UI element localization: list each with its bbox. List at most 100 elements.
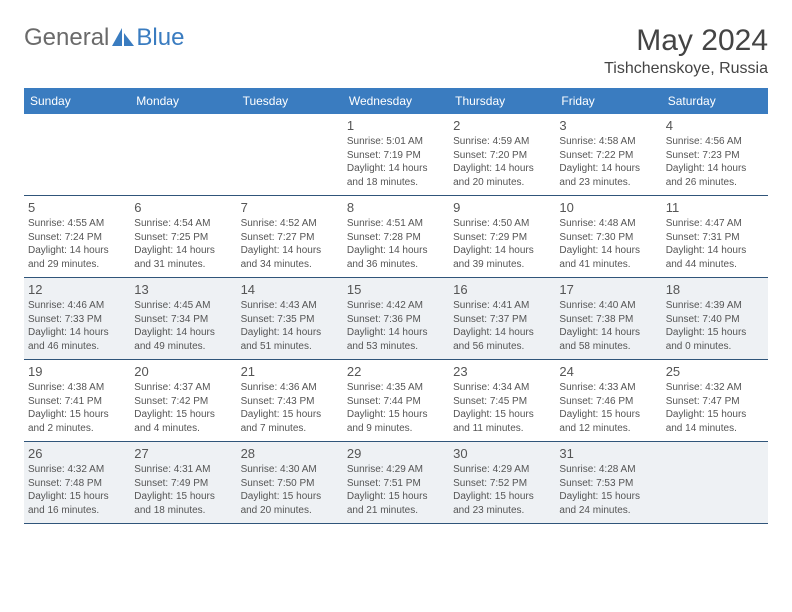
- day-number: 31: [559, 446, 657, 461]
- day-number: 20: [134, 364, 232, 379]
- day-number: 4: [666, 118, 764, 133]
- calendar-cell: 6Sunrise: 4:54 AMSunset: 7:25 PMDaylight…: [130, 196, 236, 278]
- calendar-cell: 1 Sunrise: 5:01 AMSunset: 7:19 PMDaylight…: [343, 114, 449, 196]
- day-number: 24: [559, 364, 657, 379]
- day-number: 8: [347, 200, 445, 215]
- day-info: Sunrise: 4:31 AMSunset: 7:49 PMDaylight:…: [134, 463, 232, 517]
- day-info: Sunrise: 4:43 AMSunset: 7:35 PMDaylight:…: [241, 299, 339, 353]
- weekday-header: Wednesday: [343, 88, 449, 114]
- day-number: 15: [347, 282, 445, 297]
- day-number: 27: [134, 446, 232, 461]
- day-info: Sunrise: 4:51 AMSunset: 7:28 PMDaylight:…: [347, 217, 445, 271]
- day-number: 10: [559, 200, 657, 215]
- day-number: 12: [28, 282, 126, 297]
- calendar-cell: 16 Sunrise: 4:41 AMSunset: 7:37 PMDayligh…: [449, 278, 555, 360]
- day-info: Sunrise: 4:32 AMSunset: 7:47 PMDaylight:…: [666, 381, 764, 435]
- calendar-cell: 15Sunrise: 4:42 AMSunset: 7:36 PMDayligh…: [343, 278, 449, 360]
- day-info: Sunrise: 4:54 AMSunset: 7:25 PMDaylight:…: [134, 217, 232, 271]
- calendar-cell: 19 Sunrise: 4:38 AMSunset: 7:41 PMDayligh…: [24, 360, 130, 442]
- calendar-cell: 20 Sunrise: 4:37 AMSunset: 7:42 PMDayligh…: [130, 360, 236, 442]
- calendar-cell: [237, 114, 343, 196]
- day-info: Sunrise: 4:35 AMSunset: 7:44 PMDaylight:…: [347, 381, 445, 435]
- page-title: May 2024: [604, 24, 768, 58]
- day-info: Sunrise: 4:50 AMSunset: 7:29 PMDaylight:…: [453, 217, 551, 271]
- weekday-header: Saturday: [662, 88, 768, 114]
- weekday-header: Friday: [555, 88, 661, 114]
- day-number: 28: [241, 446, 339, 461]
- day-number: 16: [453, 282, 551, 297]
- calendar-week-row: 19 Sunrise: 4:38 AMSunset: 7:41 PMDayligh…: [24, 360, 768, 442]
- day-info: Sunrise: 4:48 AMSunset: 7:30 PMDaylight:…: [559, 217, 657, 271]
- day-number: 5: [28, 200, 126, 215]
- day-number: 1: [347, 118, 445, 133]
- day-info: Sunrise: 4:32 AMSunset: 7:48 PMDaylight:…: [28, 463, 126, 517]
- day-number: 30: [453, 446, 551, 461]
- day-info: Sunrise: 5:01 AMSunset: 7:19 PMDaylight:…: [347, 135, 445, 189]
- day-number: 29: [347, 446, 445, 461]
- calendar-cell: 7Sunrise: 4:52 AMSunset: 7:27 PMDaylight…: [237, 196, 343, 278]
- day-info: Sunrise: 4:37 AMSunset: 7:42 PMDaylight:…: [134, 381, 232, 435]
- day-info: Sunrise: 4:41 AMSunset: 7:37 PMDaylight:…: [453, 299, 551, 353]
- calendar-cell: 14 Sunrise: 4:43 AMSunset: 7:35 PMDayligh…: [237, 278, 343, 360]
- calendar-cell: 8 Sunrise: 4:51 AMSunset: 7:28 PMDaylight…: [343, 196, 449, 278]
- calendar-cell: 13Sunrise: 4:45 AMSunset: 7:34 PMDayligh…: [130, 278, 236, 360]
- day-info: Sunrise: 4:52 AMSunset: 7:27 PMDaylight:…: [241, 217, 339, 271]
- day-number: 18: [666, 282, 764, 297]
- day-info: Sunrise: 4:33 AMSunset: 7:46 PMDaylight:…: [559, 381, 657, 435]
- page-subtitle: Tishchenskoye, Russia: [604, 60, 768, 78]
- header: General Blue May 2024 Tishchenskoye, Rus…: [24, 24, 768, 78]
- calendar-cell: 17 Sunrise: 4:40 AMSunset: 7:38 PMDayligh…: [555, 278, 661, 360]
- calendar-cell: 22 Sunrise: 4:35 AMSunset: 7:44 PMDayligh…: [343, 360, 449, 442]
- day-info: Sunrise: 4:30 AMSunset: 7:50 PMDaylight:…: [241, 463, 339, 517]
- calendar-week-row: 26Sunrise: 4:32 AMSunset: 7:48 PMDayligh…: [24, 442, 768, 524]
- logo-sail-icon: [112, 28, 134, 46]
- calendar-cell: 23 Sunrise: 4:34 AMSunset: 7:45 PMDayligh…: [449, 360, 555, 442]
- calendar-cell: 24 Sunrise: 4:33 AMSunset: 7:46 PMDayligh…: [555, 360, 661, 442]
- calendar-cell: 5 Sunrise: 4:55 AMSunset: 7:24 PMDaylight…: [24, 196, 130, 278]
- calendar-cell: 2Sunrise: 4:59 AMSunset: 7:20 PMDaylight…: [449, 114, 555, 196]
- calendar-week-row: 12Sunrise: 4:46 AMSunset: 7:33 PMDayligh…: [24, 278, 768, 360]
- day-info: Sunrise: 4:36 AMSunset: 7:43 PMDaylight:…: [241, 381, 339, 435]
- day-number: 9: [453, 200, 551, 215]
- day-number: 3: [559, 118, 657, 133]
- weekday-header: Tuesday: [237, 88, 343, 114]
- weekday-header: Thursday: [449, 88, 555, 114]
- calendar-table: Sunday Monday Tuesday Wednesday Thursday…: [24, 88, 768, 524]
- day-number: 14: [241, 282, 339, 297]
- day-number: 21: [241, 364, 339, 379]
- day-info: Sunrise: 4:56 AMSunset: 7:23 PMDaylight:…: [666, 135, 764, 189]
- calendar-cell: 12Sunrise: 4:46 AMSunset: 7:33 PMDayligh…: [24, 278, 130, 360]
- day-info: Sunrise: 4:38 AMSunset: 7:41 PMDaylight:…: [28, 381, 126, 435]
- logo-text-b: Blue: [136, 24, 184, 52]
- day-info: Sunrise: 4:45 AMSunset: 7:34 PMDaylight:…: [134, 299, 232, 353]
- calendar-cell: 3 Sunrise: 4:58 AMSunset: 7:22 PMDaylight…: [555, 114, 661, 196]
- calendar-cell: [662, 442, 768, 524]
- logo-text-a: General: [24, 24, 109, 52]
- calendar-cell: [24, 114, 130, 196]
- day-info: Sunrise: 4:40 AMSunset: 7:38 PMDaylight:…: [559, 299, 657, 353]
- day-info: Sunrise: 4:34 AMSunset: 7:45 PMDaylight:…: [453, 381, 551, 435]
- day-number: 23: [453, 364, 551, 379]
- calendar-cell: 18 Sunrise: 4:39 AMSunset: 7:40 PMDayligh…: [662, 278, 768, 360]
- calendar-week-row: 1 Sunrise: 5:01 AMSunset: 7:19 PMDaylight…: [24, 114, 768, 196]
- calendar-cell: 9 Sunrise: 4:50 AMSunset: 7:29 PMDaylight…: [449, 196, 555, 278]
- day-number: 22: [347, 364, 445, 379]
- weekday-header: Monday: [130, 88, 236, 114]
- day-number: 25: [666, 364, 764, 379]
- day-number: 17: [559, 282, 657, 297]
- weekday-header-row: Sunday Monday Tuesday Wednesday Thursday…: [24, 88, 768, 114]
- calendar-cell: 26Sunrise: 4:32 AMSunset: 7:48 PMDayligh…: [24, 442, 130, 524]
- day-info: Sunrise: 4:55 AMSunset: 7:24 PMDaylight:…: [28, 217, 126, 271]
- day-info: Sunrise: 4:58 AMSunset: 7:22 PMDaylight:…: [559, 135, 657, 189]
- calendar-cell: [130, 114, 236, 196]
- day-info: Sunrise: 4:39 AMSunset: 7:40 PMDaylight:…: [666, 299, 764, 353]
- day-number: 19: [28, 364, 126, 379]
- day-info: Sunrise: 4:59 AMSunset: 7:20 PMDaylight:…: [453, 135, 551, 189]
- calendar-cell: 29Sunrise: 4:29 AMSunset: 7:51 PMDayligh…: [343, 442, 449, 524]
- calendar-cell: 21 Sunrise: 4:36 AMSunset: 7:43 PMDayligh…: [237, 360, 343, 442]
- day-info: Sunrise: 4:28 AMSunset: 7:53 PMDaylight:…: [559, 463, 657, 517]
- calendar-cell: 27 Sunrise: 4:31 AMSunset: 7:49 PMDayligh…: [130, 442, 236, 524]
- day-info: Sunrise: 4:29 AMSunset: 7:52 PMDaylight:…: [453, 463, 551, 517]
- calendar-cell: 28 Sunrise: 4:30 AMSunset: 7:50 PMDayligh…: [237, 442, 343, 524]
- calendar-cell: 10 Sunrise: 4:48 AMSunset: 7:30 PMDayligh…: [555, 196, 661, 278]
